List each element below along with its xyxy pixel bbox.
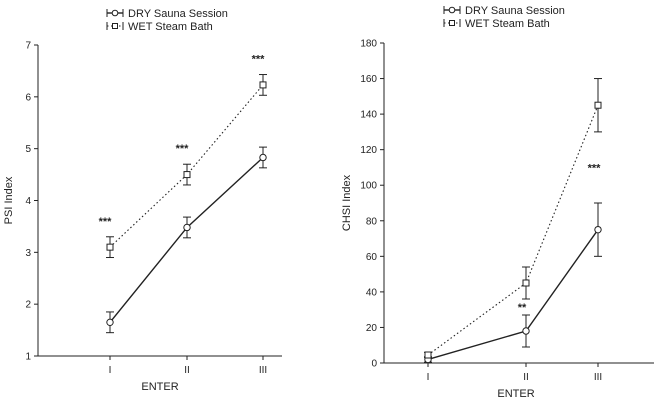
y-axis-title: PSI Index: [3, 176, 15, 224]
y-tick-label: 120: [360, 145, 377, 156]
series-line: [427, 105, 599, 356]
y-tick-label: 5: [25, 144, 31, 155]
x-tick-label: III: [259, 365, 267, 376]
significance-marker: ***: [252, 54, 266, 66]
y-tick-label: 40: [366, 287, 378, 298]
legend-label: WET Steam Bath: [465, 18, 550, 30]
data-point-square: [594, 101, 602, 109]
legend-marker-square: [449, 20, 455, 26]
data-point-circle: [522, 327, 530, 335]
series-wet: [424, 78, 602, 359]
data-point-circle: [259, 153, 267, 162]
legend-marker-square: [112, 23, 118, 29]
data-point-square: [424, 351, 432, 359]
y-tick-label: 1: [25, 352, 31, 363]
significance-marker: ***: [588, 162, 602, 174]
y-tick-label: 7: [25, 41, 31, 52]
legend-item: DRY Sauna Session: [443, 5, 565, 17]
data-point-circle: [594, 225, 602, 234]
data-point-circle: [183, 223, 191, 232]
data-point-circle: [106, 318, 114, 327]
y-tick-label: 6: [25, 92, 31, 103]
series-dry: [106, 146, 267, 334]
y-tick-label: 180: [360, 39, 377, 50]
x-axis-title: ENTER: [141, 381, 178, 393]
y-tick-label: 140: [360, 110, 377, 121]
x-tick-label: I: [109, 365, 112, 376]
y-tick-label: 4: [25, 196, 31, 207]
x-tick-label: II: [523, 372, 529, 383]
significance-marker: ***: [99, 216, 113, 228]
y-tick-label: 20: [366, 323, 378, 334]
data-point-square: [522, 279, 530, 287]
series-wet: [106, 74, 267, 259]
legend-marker-circle: [448, 6, 456, 14]
y-tick-label: 160: [360, 74, 377, 85]
legend-label: WET Steam Bath: [128, 21, 213, 33]
x-tick-label: II: [184, 365, 190, 376]
y-tick-label: 0: [371, 359, 377, 370]
x-tick-label: I: [427, 372, 430, 383]
legend-item: WET Steam Bath: [106, 21, 213, 33]
data-point-square: [183, 171, 191, 179]
series-dry: [424, 202, 602, 364]
data-point-square: [259, 81, 267, 89]
legend-label: DRY Sauna Session: [465, 5, 565, 17]
y-tick-label: 2: [25, 300, 31, 311]
legend-label: DRY Sauna Session: [128, 8, 228, 20]
legend-marker-circle: [111, 9, 119, 17]
significance-marker: ***: [176, 143, 190, 155]
y-tick-label: 80: [366, 216, 378, 227]
x-tick-label: III: [594, 372, 602, 383]
y-tick-label: 100: [360, 181, 377, 192]
series-line: [109, 84, 264, 248]
data-point-square: [106, 243, 114, 251]
y-tick-label: 60: [366, 252, 378, 263]
series-line: [427, 229, 599, 361]
legend-item: DRY Sauna Session: [106, 8, 228, 20]
y-tick-label: 3: [25, 248, 31, 259]
legend-item: WET Steam Bath: [443, 18, 550, 30]
y-axis-title: CHSI Index: [341, 174, 353, 231]
significance-marker: **: [518, 302, 527, 314]
x-axis-title: ENTER: [497, 388, 534, 400]
